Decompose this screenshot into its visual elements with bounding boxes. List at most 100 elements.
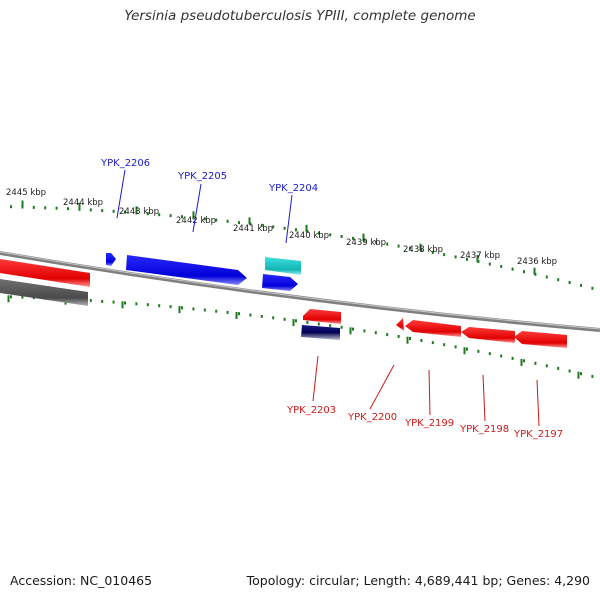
leader-line [536, 379, 540, 427]
minor-tick [146, 303, 149, 307]
minor-tick [238, 221, 240, 225]
major-tick [577, 371, 580, 379]
minor-tick [363, 329, 366, 333]
minor-tick [340, 325, 343, 329]
minor-tick [466, 347, 468, 351]
gene-label[interactable]: YPK_2197 [513, 429, 563, 440]
minor-tick [295, 319, 297, 323]
minor-tick [374, 331, 377, 335]
major-tick [476, 255, 479, 262]
minor-tick [352, 236, 354, 240]
minor-tick [431, 250, 434, 254]
minor-tick [10, 295, 12, 299]
tick-label: 2440 kbp [289, 231, 329, 241]
leader-line [482, 374, 486, 422]
minor-tick [374, 240, 377, 244]
gene-arrow-forward[interactable] [106, 253, 116, 266]
minor-tick [443, 343, 446, 347]
major-tick [362, 233, 365, 241]
gene-arrow-reverse[interactable] [405, 320, 461, 337]
gene-arrow-other[interactable] [301, 325, 340, 340]
major-tick [520, 358, 523, 366]
minor-tick [409, 337, 411, 340]
minor-tick [32, 205, 35, 209]
minor-tick [454, 345, 457, 349]
leader-line [312, 355, 319, 402]
gene-arrow-reverse-YPK_2203[interactable] [303, 309, 341, 324]
minor-tick [283, 226, 286, 230]
minor-tick [580, 283, 582, 287]
gene-label-group-YPK_2197: YPK_2197 [513, 379, 563, 440]
minor-tick [317, 231, 320, 235]
minor-tick [215, 309, 218, 313]
minor-tick [124, 210, 126, 214]
minor-tick [352, 327, 354, 331]
minor-tick [272, 316, 275, 320]
gene-label[interactable]: YPK_2200 [347, 412, 397, 423]
gene-label-group-YPK_2206: YPK_2206 [100, 158, 150, 219]
tick-label: 2436 kbp [517, 257, 557, 267]
minor-tick [545, 364, 548, 368]
gene-label[interactable]: YPK_2198 [459, 424, 509, 435]
leader-line [428, 369, 431, 416]
minor-tick [329, 324, 332, 328]
minor-tick [124, 301, 126, 305]
minor-tick [158, 304, 161, 308]
gene-arrow-forward-YPK_2205[interactable] [126, 255, 247, 285]
gene-label-group-YPK_2198: YPK_2198 [459, 374, 509, 435]
major-tick [248, 217, 251, 225]
gene-arrow-reverse[interactable] [461, 327, 515, 343]
topology-text: Topology: circular; Length: 4,689,441 bp… [246, 573, 590, 588]
tick-label: 2445 kbp [6, 188, 46, 198]
minor-tick [260, 314, 263, 318]
minor-tick [44, 206, 47, 210]
minor-tick [226, 310, 229, 314]
minor-tick [511, 356, 514, 360]
genome-backbone-highlight [0, 251, 600, 330]
gene-arrow-reverse[interactable] [396, 318, 404, 331]
leader-line [192, 183, 202, 233]
gene-label[interactable]: YPK_2203 [286, 405, 336, 416]
gene-arrow-reverse[interactable] [0, 259, 90, 287]
minor-tick [226, 219, 229, 223]
major-tick [135, 206, 138, 214]
major-tick [78, 202, 81, 210]
minor-tick [386, 242, 389, 246]
minor-tick [101, 209, 104, 213]
tick-label: 2444 kbp [63, 198, 103, 208]
gene-label-group-YPK_2204: YPK_2204 [268, 183, 318, 244]
gene-label-group-YPK_2203: YPK_2203 [286, 355, 336, 416]
leader-line [369, 364, 395, 410]
gene-arrow-pseudo[interactable] [0, 279, 88, 306]
minor-tick [146, 212, 149, 216]
upper-tick-scale [10, 200, 594, 290]
minor-tick [591, 286, 594, 290]
tick-label: 2441 kbp [233, 224, 273, 234]
gene-label-group-YPK_2200: YPK_2200 [347, 364, 397, 423]
gene-label[interactable]: YPK_2206 [100, 158, 150, 169]
minor-tick [249, 313, 252, 317]
major-tick [419, 243, 422, 251]
gene-arrow-reverse[interactable] [514, 331, 567, 348]
minor-tick [580, 372, 582, 376]
minor-tick [488, 262, 491, 266]
gene-arrow-rna-YPK_2204[interactable] [265, 257, 301, 275]
minor-tick [295, 228, 297, 232]
gene-label[interactable]: YPK_2204 [268, 183, 318, 194]
minor-tick [89, 299, 92, 303]
minor-tick [10, 205, 12, 209]
minor-tick [466, 257, 468, 261]
minor-tick [500, 354, 503, 358]
major-tick [192, 211, 195, 219]
minor-tick [477, 349, 480, 353]
minor-tick [500, 265, 503, 268]
minor-tick [158, 213, 161, 217]
gene-label[interactable]: YPK_2199 [404, 418, 454, 429]
minor-tick [192, 307, 195, 311]
gene-label[interactable]: YPK_2205 [177, 171, 227, 182]
gene-arrow-forward[interactable] [262, 274, 298, 291]
minor-tick [169, 305, 172, 309]
minor-tick [317, 322, 320, 326]
minor-tick [557, 366, 560, 370]
